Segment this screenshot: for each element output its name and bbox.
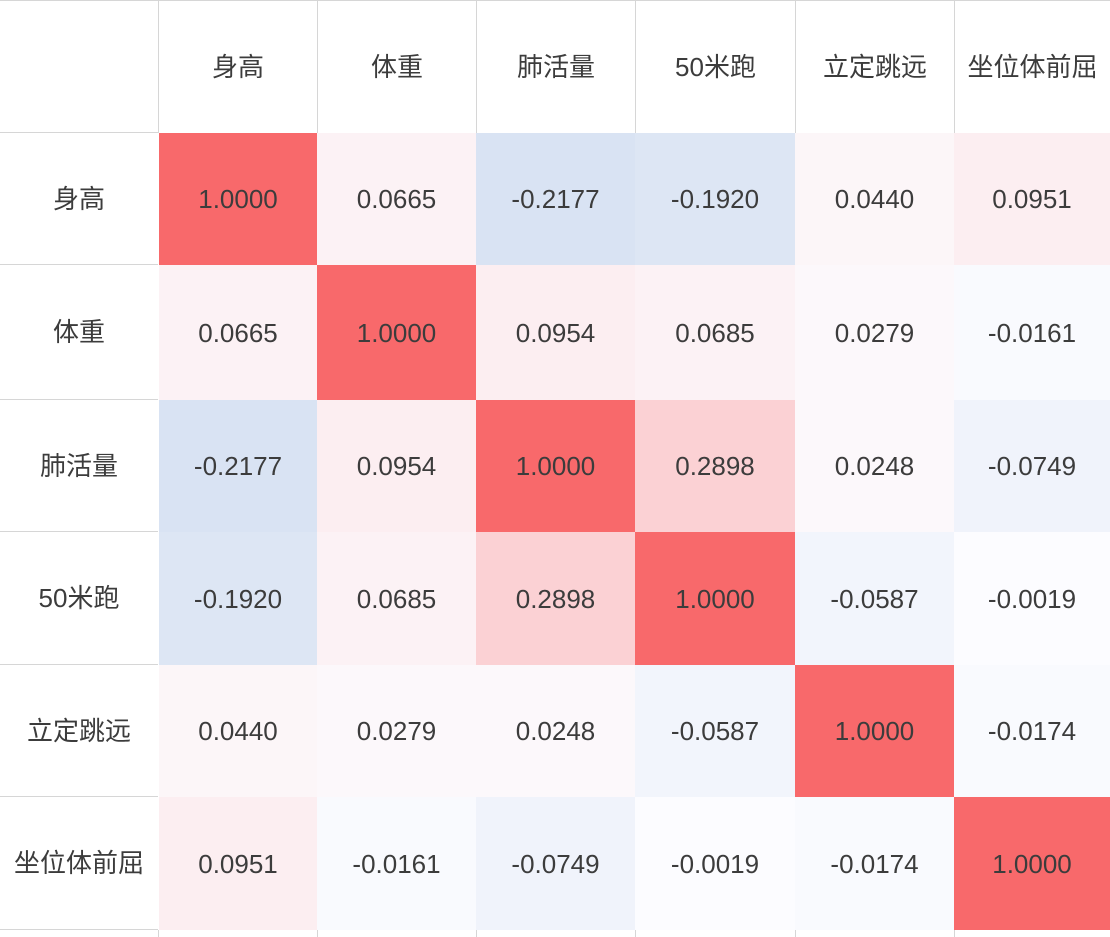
matrix-cell: 0.2898 xyxy=(476,532,635,665)
column-header: 身高 xyxy=(158,0,317,133)
row-label: 肺活量 xyxy=(0,400,158,532)
row-label: 身高 xyxy=(0,133,158,265)
matrix-cell: 0.0954 xyxy=(476,265,635,400)
matrix-cell: -0.0587 xyxy=(795,532,954,665)
column-header: 坐位体前屈 xyxy=(954,0,1110,133)
next-row-stub xyxy=(795,930,954,937)
matrix-cell: -0.2177 xyxy=(158,400,317,532)
matrix-cell: 0.0440 xyxy=(795,133,954,265)
matrix-cell: -0.0019 xyxy=(635,797,795,930)
matrix-cell: 0.0665 xyxy=(317,133,476,265)
matrix-cell: 1.0000 xyxy=(795,665,954,797)
matrix-cell: 0.0279 xyxy=(795,265,954,400)
next-row-stub xyxy=(0,930,158,937)
row-label: 坐位体前屈 xyxy=(0,797,158,930)
matrix-cell: -0.0161 xyxy=(954,265,1110,400)
matrix-cell: -0.1920 xyxy=(158,532,317,665)
row-label: 50米跑 xyxy=(0,532,158,665)
column-header: 立定跳远 xyxy=(795,0,954,133)
matrix-cell: -0.0587 xyxy=(635,665,795,797)
matrix-cell: 0.0685 xyxy=(317,532,476,665)
next-row-stub xyxy=(158,930,317,937)
column-header: 体重 xyxy=(317,0,476,133)
row-label: 体重 xyxy=(0,265,158,400)
matrix-cell: -0.0174 xyxy=(795,797,954,930)
matrix-cell: 0.2898 xyxy=(635,400,795,532)
next-row-stub xyxy=(476,930,635,937)
matrix-cell: 0.0954 xyxy=(317,400,476,532)
matrix-cell: 0.0951 xyxy=(954,133,1110,265)
matrix-cell: 0.0685 xyxy=(635,265,795,400)
row-label: 立定跳远 xyxy=(0,665,158,797)
next-row-stub xyxy=(635,930,795,937)
matrix-cell: 0.0440 xyxy=(158,665,317,797)
column-header: 50米跑 xyxy=(635,0,795,133)
matrix-cell: -0.0161 xyxy=(317,797,476,930)
matrix-cell: -0.0019 xyxy=(954,532,1110,665)
next-row-stub xyxy=(317,930,476,937)
matrix-cell: 1.0000 xyxy=(476,400,635,532)
matrix-cell: 0.0248 xyxy=(795,400,954,532)
corner-cell xyxy=(0,0,158,133)
matrix-cell: -0.2177 xyxy=(476,133,635,265)
next-row-stub xyxy=(954,930,1110,937)
matrix-cell: -0.0749 xyxy=(954,400,1110,532)
matrix-cell: 1.0000 xyxy=(317,265,476,400)
matrix-cell: 0.0248 xyxy=(476,665,635,797)
matrix-cell: 0.0951 xyxy=(158,797,317,930)
matrix-cell: 1.0000 xyxy=(954,797,1110,930)
matrix-cell: -0.1920 xyxy=(635,133,795,265)
matrix-cell: -0.0749 xyxy=(476,797,635,930)
matrix-cell: 0.0665 xyxy=(158,265,317,400)
matrix-cell: 1.0000 xyxy=(635,532,795,665)
matrix-cell: 1.0000 xyxy=(158,133,317,265)
matrix-cell: -0.0174 xyxy=(954,665,1110,797)
matrix-cell: 0.0279 xyxy=(317,665,476,797)
column-header: 肺活量 xyxy=(476,0,635,133)
